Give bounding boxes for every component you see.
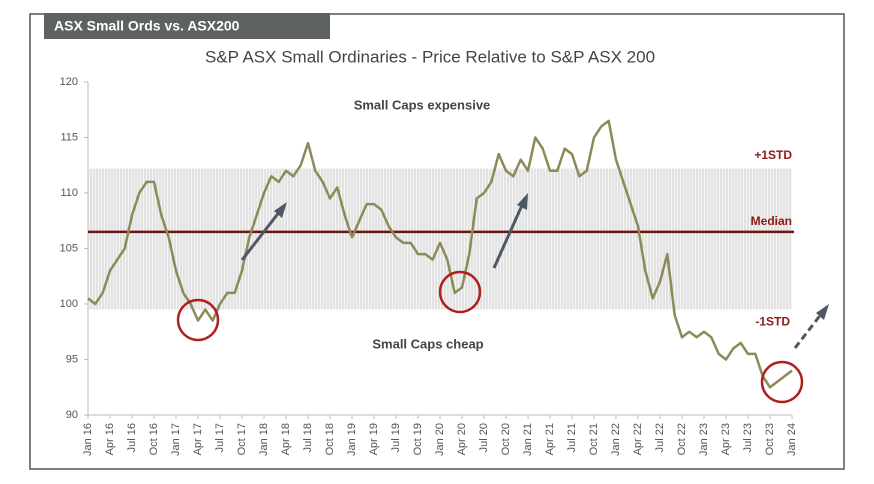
x-tick-label: Oct 16: [148, 423, 160, 455]
y-tick-label: 120: [60, 76, 78, 88]
y-tick-label: 115: [60, 131, 78, 143]
arrow: [240, 210, 282, 261]
x-tick-label: Jan 21: [522, 423, 534, 456]
arrow: [492, 202, 525, 269]
x-tick-label: Apr 18: [280, 423, 292, 455]
x-tick-label: Jul 23: [742, 423, 754, 452]
x-tick-label: Oct 20: [500, 423, 512, 455]
plot: 90 95 100 105 110 115 120 Jan 16 Apr 16 Jul 16 Oct…: [60, 76, 798, 456]
arrow-head: [274, 202, 287, 218]
header-tab-text: ASX Small Ords vs. ASX200: [54, 18, 240, 34]
x-tick-label: Jan 18: [258, 423, 270, 456]
x-tick-label: Apr 17: [192, 423, 204, 455]
y-tick-label: 105: [60, 242, 78, 254]
x-tick-label: Jul 18: [302, 423, 314, 452]
arrow-dashed: [793, 312, 824, 349]
series-line: [87, 119, 793, 389]
arrow-head: [517, 193, 528, 210]
x-tick-label: Jan 23: [698, 423, 710, 456]
x-tick-label: Oct 21: [588, 423, 600, 455]
x-tick-label: Apr 23: [720, 423, 732, 455]
x-tick-label: Apr 20: [456, 423, 468, 455]
annotation: Small Caps cheap: [372, 336, 483, 351]
header-tab: [44, 13, 330, 39]
x-tick-label: Jan 17: [170, 423, 182, 456]
arrow-head: [816, 304, 829, 320]
x-tick-label: Oct 18: [324, 423, 336, 455]
x-tick-label: Jul 17: [214, 423, 226, 452]
band-label: +1STD: [754, 148, 792, 162]
circle: [760, 360, 804, 404]
frame: [29, 13, 845, 470]
circle: [438, 270, 482, 314]
annotation: Small Caps expensive: [354, 97, 491, 112]
x-tick-label: Jan 24: [786, 423, 798, 456]
x-tick-label: Oct 23: [764, 423, 776, 455]
x-tick-label: Jul 22: [654, 423, 666, 452]
x-tick-label: Apr 16: [104, 423, 116, 455]
x-tick-label: Jan 22: [610, 423, 622, 456]
chart-title: S&P ASX Small Ordinaries - Price Relativ…: [205, 47, 655, 66]
y-tick-label: 100: [60, 298, 78, 310]
y-tick-label: 95: [66, 353, 78, 365]
x-tick-label: Jul 16: [126, 423, 138, 452]
x-tick-label: Jan 20: [434, 423, 446, 456]
x-tick-label: Jul 21: [566, 423, 578, 452]
band-label: Median: [751, 214, 792, 228]
circle: [176, 298, 220, 342]
x-tick-label: Jan 16: [82, 423, 94, 456]
x-tick-label: Apr 19: [368, 423, 380, 455]
x-tick-label: Jan 19: [346, 423, 358, 456]
x-tick-label: Oct 17: [236, 423, 248, 455]
x-tick-label: Jul 19: [390, 423, 402, 452]
y-tick-label: 90: [66, 409, 78, 421]
x-tick-label: Apr 21: [544, 423, 556, 455]
x-tick-label: Oct 22: [676, 423, 688, 455]
y-tick-label: 110: [60, 187, 78, 199]
x-tick-label: Jul 20: [478, 423, 490, 452]
x-tick-label: Apr 22: [632, 423, 644, 455]
band-label: -1STD: [755, 315, 790, 329]
decorations: [176, 193, 829, 404]
x-tick-label: Oct 19: [412, 423, 424, 455]
